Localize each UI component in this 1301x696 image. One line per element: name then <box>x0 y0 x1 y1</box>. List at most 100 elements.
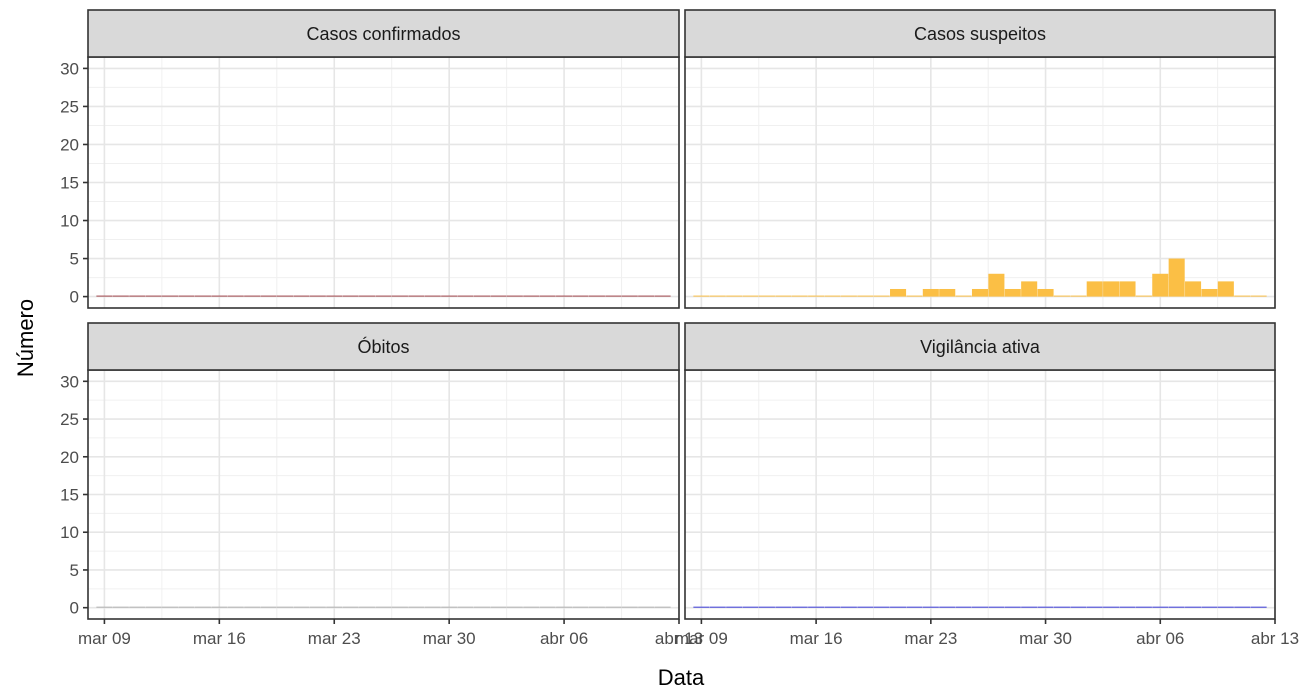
bar-obitos-2020-03-30 <box>441 606 458 608</box>
x-tick-label: mar 23 <box>904 629 957 648</box>
bar-casos-confirmados-2020-04-03 <box>506 295 523 297</box>
x-tick-label: mar 30 <box>1019 629 1072 648</box>
bar-obitos-2020-04-04 <box>523 606 540 608</box>
bar-casos-confirmados-2020-03-25 <box>359 295 376 297</box>
y-tick-label: 0 <box>70 599 79 618</box>
bar-obitos-2020-03-15 <box>194 606 211 608</box>
bar-obitos-2020-03-27 <box>391 606 408 608</box>
bar-casos-suspeitos-2020-03-13 <box>758 295 775 297</box>
bar-vigilancia-ativa-2020-04-02 <box>1086 606 1103 608</box>
bar-vigilancia-ativa-2020-03-09 <box>693 606 710 608</box>
bar-casos-confirmados-2020-03-27 <box>391 295 408 297</box>
bar-casos-confirmados-2020-03-14 <box>178 295 195 297</box>
bar-vigilancia-ativa-2020-04-08 <box>1185 606 1202 608</box>
bar-casos-confirmados-2020-03-29 <box>424 295 441 297</box>
bar-vigilancia-ativa-2020-03-21 <box>890 606 907 608</box>
bar-casos-confirmados-2020-03-13 <box>162 295 179 297</box>
bar-obitos-2020-04-01 <box>473 606 491 608</box>
bar-obitos-2020-04-05 <box>539 606 556 608</box>
bar-vigilancia-ativa-2020-03-31 <box>1053 606 1070 608</box>
x-axis-title: Data <box>658 665 705 690</box>
bar-casos-confirmados-2020-04-06 <box>556 295 573 297</box>
strip-label-casos-confirmados: Casos confirmados <box>306 24 460 44</box>
bar-casos-suspeitos-2020-04-12 <box>1250 295 1267 297</box>
bar-vigilancia-ativa-2020-04-06 <box>1152 606 1169 608</box>
bar-vigilancia-ativa-2020-04-09 <box>1201 606 1218 608</box>
bar-obitos-2020-04-11 <box>638 606 655 608</box>
y-tick-label: 20 <box>60 135 79 154</box>
bar-obitos-2020-04-09 <box>605 606 622 608</box>
bar-casos-suspeitos-2020-03-25 <box>955 295 972 297</box>
bar-casos-confirmados-2020-03-26 <box>375 295 392 297</box>
bar-vigilancia-ativa-2020-03-17 <box>824 606 841 608</box>
bar-vigilancia-ativa-2020-04-05 <box>1135 606 1152 608</box>
bar-vigilancia-ativa-2020-03-19 <box>857 606 874 608</box>
bar-casos-confirmados-2020-03-15 <box>194 295 211 297</box>
bar-vigilancia-ativa-2020-03-27 <box>988 606 1005 608</box>
bar-vigilancia-ativa-2020-03-10 <box>709 606 726 608</box>
bar-casos-suspeitos-2020-03-24 <box>939 288 956 297</box>
bar-vigilancia-ativa-2020-03-12 <box>742 606 759 608</box>
bar-casos-suspeitos-2020-03-18 <box>840 295 857 297</box>
bar-casos-confirmados-2020-03-10 <box>112 295 129 297</box>
y-tick-label: 15 <box>60 174 79 193</box>
bar-obitos-2020-03-22 <box>309 606 326 608</box>
x-tick-label: abr 06 <box>540 629 588 648</box>
bar-casos-confirmados-2020-04-12 <box>654 295 671 297</box>
y-tick-label: 5 <box>70 561 79 580</box>
bar-casos-suspeitos-2020-03-14 <box>775 295 792 297</box>
bar-casos-confirmados-2020-04-11 <box>638 295 655 297</box>
x-tick-label: mar 23 <box>308 629 361 648</box>
x-tick-label: mar 09 <box>78 629 131 648</box>
bar-casos-suspeitos-2020-04-01 <box>1070 295 1087 297</box>
y-tick-label: 5 <box>70 250 79 269</box>
bar-casos-suspeitos-2020-03-11 <box>726 295 743 297</box>
bar-vigilancia-ativa-2020-03-30 <box>1037 606 1054 608</box>
bar-obitos-2020-04-12 <box>654 606 671 608</box>
y-tick-label: 10 <box>60 523 79 542</box>
panel-vigilancia-ativa: Vigilância ativa mar 09 mar 16 mar 23 mar 30… <box>675 322 1299 648</box>
bar-casos-suspeitos-2020-04-08 <box>1185 281 1202 297</box>
strip-obitos <box>87 322 680 371</box>
x-tick-label: mar 16 <box>790 629 843 648</box>
bar-obitos-2020-03-12 <box>145 606 162 608</box>
panel-casos-confirmados: Casos confirmados 0 5 10 15 20 25 30 <box>60 9 680 309</box>
x-tick-label: abr 13 <box>655 629 703 648</box>
bar-casos-confirmados-2020-03-17 <box>227 295 244 297</box>
bar-casos-suspeitos-2020-03-16 <box>808 295 825 297</box>
y-tick-label: 30 <box>60 372 79 391</box>
strip-casos-confirmados <box>87 9 680 58</box>
bar-obitos-2020-03-13 <box>162 606 179 608</box>
bar-obitos-2020-03-26 <box>375 606 392 608</box>
bar-vigilancia-ativa-2020-04-07 <box>1168 606 1185 608</box>
bar-casos-confirmados-2020-03-12 <box>145 295 162 297</box>
bar-casos-suspeitos-2020-03-26 <box>971 288 989 297</box>
y-tick-label: 20 <box>60 448 79 467</box>
strip-label-vigilancia-ativa: Vigilância ativa <box>920 337 1041 357</box>
bar-casos-suspeitos-2020-03-19 <box>857 295 874 297</box>
bar-casos-suspeitos-2020-03-21 <box>890 288 907 297</box>
bar-obitos-2020-03-14 <box>178 606 195 608</box>
bar-vigilancia-ativa-2020-04-01 <box>1070 606 1087 608</box>
panel-obitos: Óbitos 0 5 10 15 20 25 30 mar 09 mar 16 mar 23 mar … <box>60 322 703 648</box>
bar-vigilancia-ativa-2020-04-12 <box>1250 606 1267 608</box>
bar-casos-confirmados-2020-03-19 <box>260 295 277 297</box>
bar-casos-suspeitos-2020-03-15 <box>791 295 808 297</box>
strip-label-casos-suspeitos: Casos suspeitos <box>914 24 1046 44</box>
bar-casos-suspeitos-2020-03-29 <box>1021 281 1038 297</box>
x-tick-label: abr 06 <box>1136 629 1184 648</box>
bar-casos-suspeitos-2020-04-04 <box>1119 281 1136 297</box>
bar-vigilancia-ativa-2020-03-28 <box>1004 606 1021 608</box>
bar-casos-suspeitos-2020-03-12 <box>742 295 759 297</box>
bar-obitos-2020-03-18 <box>244 606 261 608</box>
bar-casos-confirmados-2020-03-24 <box>342 295 359 297</box>
bar-obitos-2020-03-20 <box>276 606 294 608</box>
y-tick-label: 10 <box>60 212 79 231</box>
y-tick-label: 25 <box>60 410 79 429</box>
bar-obitos-2020-03-25 <box>359 606 376 608</box>
bar-vigilancia-ativa-2020-03-24 <box>939 606 956 608</box>
bar-vigilancia-ativa-2020-03-16 <box>808 606 825 608</box>
bar-casos-suspeitos-2020-03-17 <box>824 295 841 297</box>
bar-casos-suspeitos-2020-04-09 <box>1201 288 1218 297</box>
bar-casos-confirmados-2020-04-04 <box>523 295 540 297</box>
